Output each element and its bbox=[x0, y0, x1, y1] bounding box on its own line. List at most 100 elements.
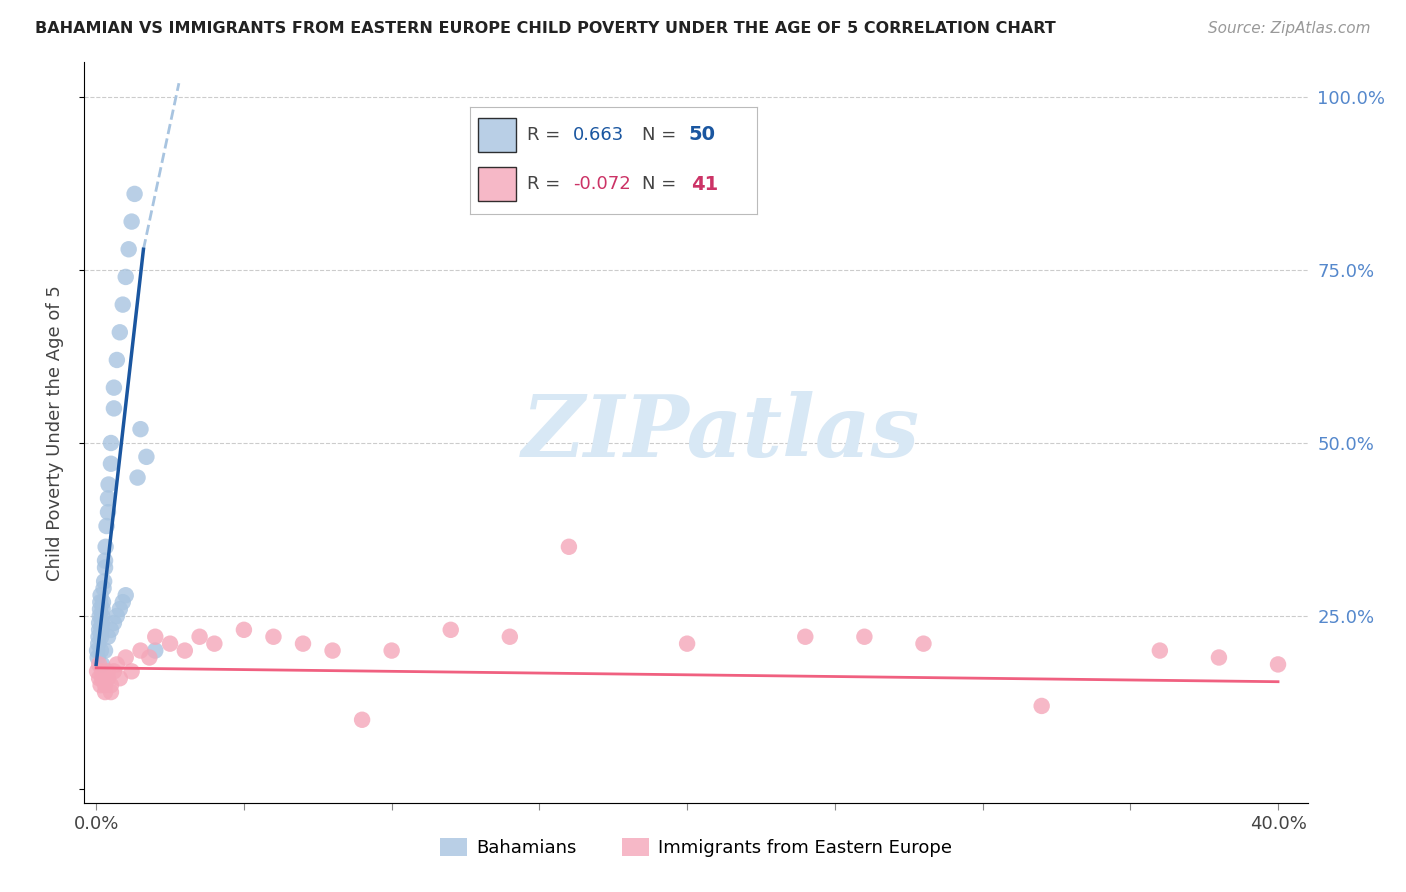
Point bbox=[91, 671, 114, 685]
Point bbox=[91, 595, 114, 609]
Point bbox=[262, 630, 284, 644]
Point bbox=[103, 401, 125, 416]
Y-axis label: Child Poverty Under the Age of 5: Child Poverty Under the Age of 5 bbox=[45, 285, 63, 581]
Point bbox=[103, 381, 125, 395]
Point bbox=[86, 650, 108, 665]
Point bbox=[440, 623, 463, 637]
Point bbox=[1031, 698, 1053, 713]
Point bbox=[97, 671, 120, 685]
Point bbox=[676, 637, 699, 651]
FancyBboxPatch shape bbox=[478, 118, 516, 152]
Point bbox=[94, 685, 117, 699]
Point bbox=[89, 602, 111, 616]
Text: N =: N = bbox=[643, 126, 676, 144]
Point bbox=[100, 436, 122, 450]
Point bbox=[499, 630, 522, 644]
Point bbox=[90, 588, 112, 602]
Point bbox=[100, 685, 122, 699]
Point bbox=[114, 269, 136, 284]
Text: ZIPatlas: ZIPatlas bbox=[522, 391, 920, 475]
Point bbox=[94, 560, 117, 574]
Point bbox=[89, 609, 111, 624]
Point bbox=[135, 450, 157, 464]
Point bbox=[94, 554, 117, 568]
Text: 0.663: 0.663 bbox=[574, 126, 624, 144]
Point bbox=[93, 582, 115, 596]
Point bbox=[100, 623, 122, 637]
Point bbox=[91, 609, 114, 624]
Point bbox=[111, 595, 134, 609]
Point bbox=[114, 588, 136, 602]
Point bbox=[90, 643, 112, 657]
Point bbox=[96, 519, 118, 533]
Point bbox=[108, 326, 131, 340]
Point bbox=[89, 623, 111, 637]
Point bbox=[202, 637, 225, 651]
Text: 41: 41 bbox=[690, 175, 718, 194]
Point bbox=[97, 630, 120, 644]
Point bbox=[87, 630, 110, 644]
Point bbox=[97, 505, 120, 519]
Point bbox=[121, 214, 143, 228]
Point bbox=[91, 657, 114, 672]
Point bbox=[127, 470, 149, 484]
Point bbox=[232, 623, 254, 637]
Point bbox=[912, 637, 935, 651]
Point bbox=[159, 637, 181, 651]
Point bbox=[89, 595, 111, 609]
Point bbox=[103, 665, 125, 679]
Point bbox=[97, 491, 120, 506]
Point bbox=[108, 671, 131, 685]
Point bbox=[90, 630, 112, 644]
Point bbox=[105, 353, 128, 368]
Point bbox=[97, 665, 120, 679]
Point bbox=[94, 643, 117, 657]
Point bbox=[322, 643, 344, 657]
Point bbox=[138, 650, 160, 665]
Point bbox=[143, 630, 166, 644]
Point bbox=[90, 678, 112, 692]
Point bbox=[91, 602, 114, 616]
Point bbox=[143, 643, 166, 657]
Point bbox=[108, 602, 131, 616]
Point bbox=[292, 637, 315, 651]
Point bbox=[111, 297, 134, 311]
Point bbox=[89, 657, 111, 672]
Point bbox=[1208, 650, 1230, 665]
Text: N =: N = bbox=[643, 175, 682, 194]
Point bbox=[118, 242, 141, 256]
Text: R =: R = bbox=[527, 126, 567, 144]
Point bbox=[86, 665, 108, 679]
Point bbox=[91, 665, 114, 679]
Point bbox=[188, 630, 211, 644]
Point bbox=[103, 615, 125, 630]
Point bbox=[86, 643, 108, 657]
Point bbox=[129, 422, 152, 436]
Point bbox=[105, 657, 128, 672]
Point bbox=[558, 540, 581, 554]
Point bbox=[1149, 643, 1171, 657]
Point bbox=[1267, 657, 1289, 672]
Point bbox=[121, 665, 143, 679]
Text: -0.072: -0.072 bbox=[574, 175, 631, 194]
Text: Source: ZipAtlas.com: Source: ZipAtlas.com bbox=[1208, 21, 1371, 36]
Point bbox=[794, 630, 817, 644]
Point bbox=[129, 643, 152, 657]
FancyBboxPatch shape bbox=[478, 167, 516, 202]
Point bbox=[94, 540, 117, 554]
Point bbox=[352, 713, 374, 727]
Point bbox=[89, 615, 111, 630]
Point bbox=[89, 671, 111, 685]
Point bbox=[173, 643, 195, 657]
Text: 50: 50 bbox=[688, 125, 716, 145]
Point bbox=[93, 574, 115, 589]
Legend: Bahamians, Immigrants from Eastern Europe: Bahamians, Immigrants from Eastern Europ… bbox=[433, 830, 959, 864]
Point bbox=[114, 650, 136, 665]
Point bbox=[87, 637, 110, 651]
Point bbox=[853, 630, 876, 644]
Point bbox=[100, 457, 122, 471]
Point bbox=[381, 643, 404, 657]
Text: R =: R = bbox=[527, 175, 567, 194]
Point bbox=[97, 477, 120, 491]
Point bbox=[124, 186, 146, 201]
